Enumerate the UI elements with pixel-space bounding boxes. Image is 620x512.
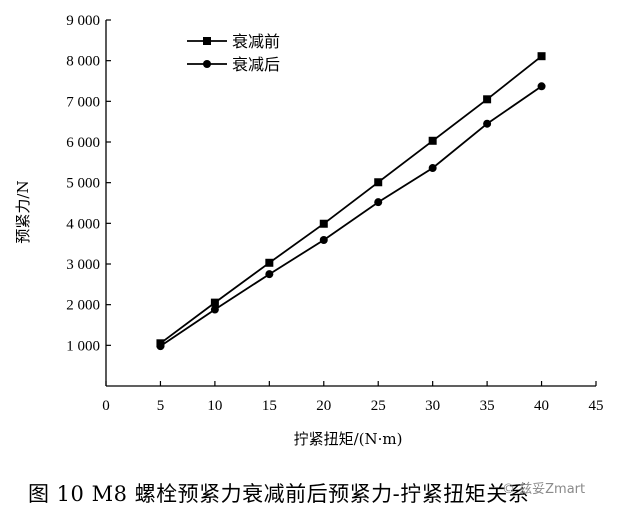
series-line (159, 85, 543, 347)
x-tick-label: 10 (207, 398, 222, 414)
y-tick-label: 1 000 (66, 338, 100, 354)
y-tick-label: 2 000 (66, 298, 100, 314)
x-tick-label: 40 (534, 398, 549, 414)
data-point-circle (210, 305, 219, 314)
axes (105, 20, 596, 387)
data-point-square (210, 298, 219, 307)
data-point-square (483, 95, 492, 104)
data-point-circle (265, 270, 274, 279)
y-axis-ticks: 1 000 2 000 3 000 4 000 5 000 6 000 7 000 8 000… (66, 13, 111, 354)
data-point-square (374, 178, 383, 187)
x-tick-label: 15 (262, 398, 277, 414)
x-axis-title: 拧紧扭矩/(N·m) (294, 430, 403, 448)
series-2 (156, 82, 546, 351)
data-point-square (319, 219, 328, 228)
y-axis-title: 预紧力/N (14, 180, 32, 243)
y-tick-label: 9 000 (66, 13, 100, 29)
y-tick-label: 5 000 (66, 176, 100, 192)
data-point-circle (319, 236, 328, 245)
x-tick-label: 45 (589, 398, 604, 414)
data-point-circle (483, 119, 492, 128)
series-layer (156, 52, 546, 351)
data-point-square (428, 136, 437, 145)
data-point-circle (156, 342, 165, 351)
x-tick-label: 30 (425, 398, 440, 414)
x-tick-label: 5 (157, 398, 165, 414)
x-axis-ticks: 0 5 10 15 20 25 30 35 40 45 (102, 381, 604, 414)
figure-caption: 图 10 M8 螺栓预紧力衰减前后预紧力-拧紧扭矩关系 (28, 482, 530, 506)
y-tick-label: 8 000 (66, 54, 100, 70)
x-tick-label: 35 (480, 398, 495, 414)
legend-item: 衰减后 (187, 55, 280, 74)
data-point-square (537, 52, 546, 61)
data-point-square (265, 258, 274, 267)
legend-marker-square (203, 37, 211, 45)
watermark: © 兹妥Zmart (502, 482, 586, 497)
series-line (159, 55, 543, 345)
legend-label: 衰减后 (232, 55, 280, 74)
x-tick-label: 0 (102, 398, 110, 414)
y-tick-label: 6 000 (66, 135, 100, 151)
y-tick-label: 4 000 (66, 216, 100, 232)
data-point-circle (428, 164, 437, 173)
y-tick-label: 7 000 (66, 94, 100, 110)
legend-marker-circle (203, 60, 211, 68)
series-1 (156, 52, 546, 348)
data-point-circle (374, 198, 383, 207)
x-tick-label: 25 (371, 398, 386, 414)
x-tick-label: 20 (316, 398, 331, 414)
data-point-circle (537, 82, 546, 91)
legend-item: 衰减前 (187, 32, 280, 51)
y-tick-label: 3 000 (66, 257, 100, 273)
legend-label: 衰减前 (232, 32, 280, 51)
